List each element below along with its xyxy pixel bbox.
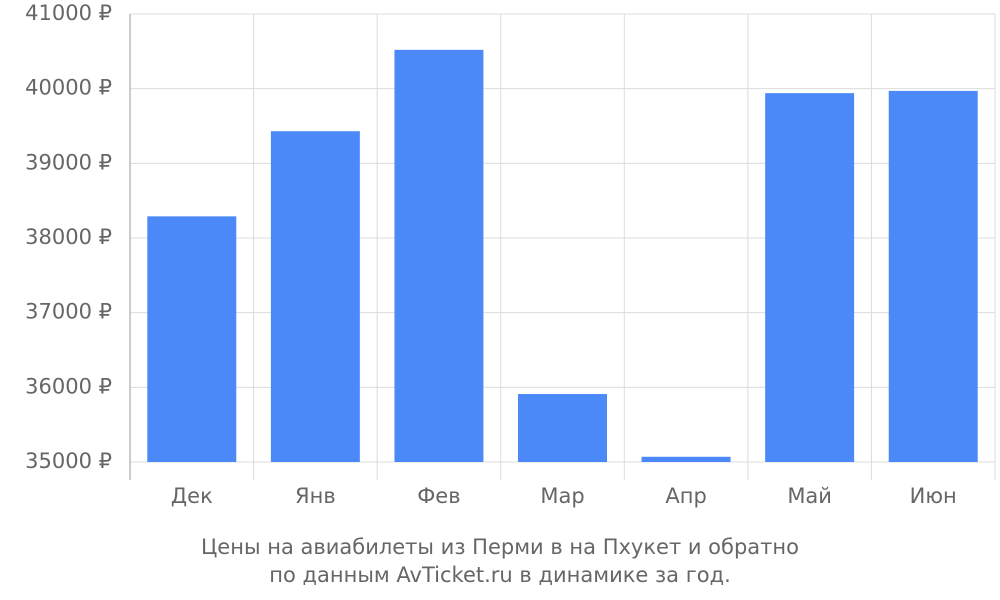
bar [394,49,484,463]
bar [518,394,607,462]
x-tick-label: Июн [910,484,957,508]
chart-subtitle: по данным AvTicket.ru в динамике за год. [269,563,731,587]
y-tick-label: 41000 ₽ [25,1,112,25]
y-tick-label: 35000 ₽ [25,449,112,473]
x-tick-label: Апр [665,484,706,508]
x-tick-label: Фев [417,484,460,508]
y-tick-label: 40000 ₽ [25,76,112,100]
bar [147,216,237,462]
x-tick-label: Май [787,484,832,508]
y-tick-label: 37000 ₽ [25,300,112,324]
y-tick-label: 38000 ₽ [25,225,112,249]
bar [270,131,360,462]
bar [765,93,855,462]
x-tick-label: Янв [295,484,336,508]
y-tick-label: 36000 ₽ [25,374,112,398]
bar [888,90,978,462]
chart-title: Цены на авиабилеты из Перми в на Пхукет … [201,535,799,559]
y-tick-label: 39000 ₽ [25,150,112,174]
x-tick-label: Дек [171,484,213,508]
bar [641,456,731,462]
x-tick-label: Мар [540,484,584,508]
